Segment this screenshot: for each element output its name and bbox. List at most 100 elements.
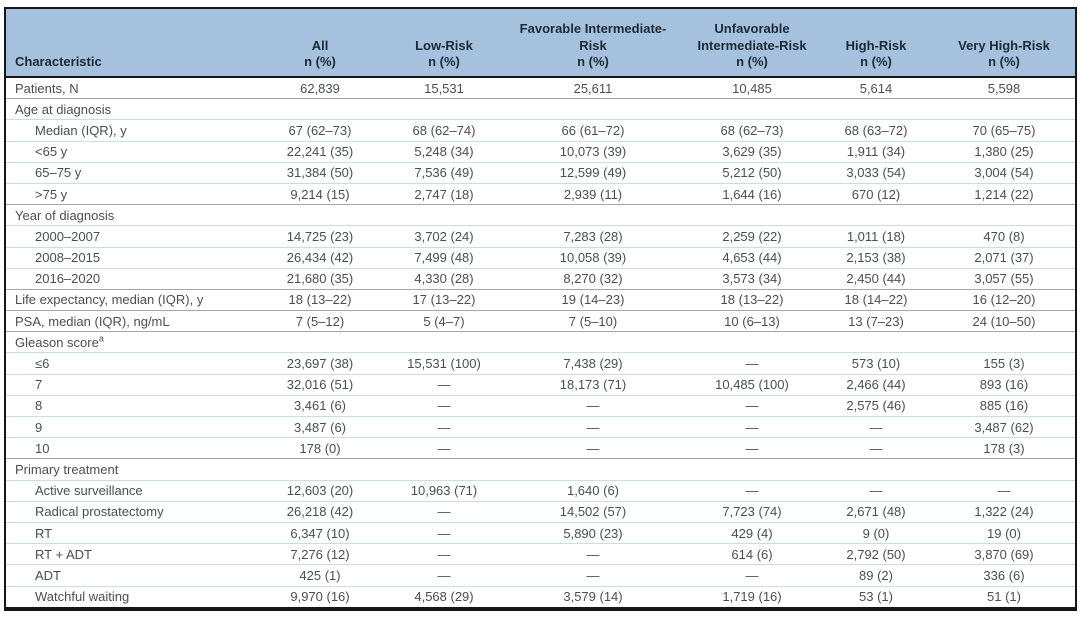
cell-value: 2,792 (50) bbox=[819, 543, 933, 565]
cell-value: 885 (16) bbox=[933, 394, 1076, 417]
cell-value: — bbox=[387, 543, 501, 565]
cell-value: — bbox=[501, 564, 685, 586]
cell-value: 2,259 (22) bbox=[685, 225, 819, 247]
cell-value: 7,283 (28) bbox=[501, 225, 685, 247]
cell-value: 1,719 (16) bbox=[685, 585, 819, 609]
column-label: All bbox=[311, 37, 329, 53]
column-header: Very High-Risk n (%) bbox=[933, 8, 1076, 78]
cell-value: 18 (13–22) bbox=[685, 288, 819, 311]
column-sublabel: n (%) bbox=[988, 53, 1020, 69]
table-row: Watchful waiting 9,970 (16) 4,568 (29) 3,57… bbox=[5, 585, 1076, 609]
column-label: Characteristic bbox=[15, 53, 102, 69]
cell-value: 23,697 (38) bbox=[253, 352, 387, 375]
column-sublabel: n (%) bbox=[428, 53, 460, 69]
cell-value: 8,270 (32) bbox=[501, 267, 685, 290]
cell-value: 1,380 (25) bbox=[933, 140, 1076, 163]
column-header: All n (%) bbox=[253, 8, 387, 78]
cell-value: 68 (62–73) bbox=[685, 119, 819, 142]
table-row: Active surveillance 12,603 (20) 10,963 (71… bbox=[5, 479, 1076, 502]
cell-value: 14,725 (23) bbox=[253, 225, 387, 247]
cell-value: 7 (5–10) bbox=[501, 310, 685, 332]
section-label: Age at diagnosis bbox=[15, 101, 112, 117]
section-row: Year of diagnosis bbox=[5, 204, 1076, 226]
row-label: >75 y bbox=[5, 182, 253, 205]
cell-value: 70 (65–75) bbox=[933, 119, 1076, 142]
cell-value: — bbox=[819, 415, 933, 438]
cell-value: 9,970 (16) bbox=[253, 585, 387, 609]
cell-value: 68 (62–74) bbox=[387, 119, 501, 142]
row-label: ADT bbox=[5, 564, 253, 586]
cell-value: 7,276 (12) bbox=[253, 543, 387, 565]
cell-value: 17 (13–22) bbox=[387, 288, 501, 311]
cell-value: 14,502 (57) bbox=[501, 500, 685, 523]
footnote-marker: a bbox=[98, 333, 104, 344]
cell-value: — bbox=[501, 543, 685, 565]
cell-value: — bbox=[685, 437, 819, 459]
cell-value: 1,214 (22) bbox=[933, 182, 1076, 205]
cell-value: — bbox=[387, 394, 501, 417]
cell-value: 12,599 (49) bbox=[501, 161, 685, 184]
cell-value: 24 (10–50) bbox=[933, 310, 1076, 332]
cell-value: 425 (1) bbox=[253, 564, 387, 586]
cell-value: 178 (0) bbox=[253, 437, 387, 459]
table-row: 65–75 y 31,384 (50) 7,536 (49) 12,599 (49) 5… bbox=[5, 161, 1076, 184]
section-label-cell: Primary treatment bbox=[5, 458, 1076, 481]
cell-value: 7,499 (48) bbox=[387, 246, 501, 269]
table-row: <65 y 22,241 (35) 5,248 (34) 10,073 (39) 3,6… bbox=[5, 140, 1076, 163]
column-header: High-Risk n (%) bbox=[819, 8, 933, 78]
cell-value: — bbox=[387, 564, 501, 586]
table-row: PSA, median (IQR), ng/mL 7 (5–12) 5 (4–7) 7… bbox=[5, 310, 1076, 332]
row-label: <65 y bbox=[5, 140, 253, 163]
section-label: Year of diagnosis bbox=[15, 207, 115, 223]
cell-value: 16 (12–20) bbox=[933, 288, 1076, 311]
cell-value: — bbox=[501, 415, 685, 438]
cell-value: 62,839 bbox=[300, 80, 340, 96]
table-row: ADT 425 (1) — — —89 (2) 336 (6) bbox=[5, 564, 1076, 586]
cell-value: 336 (6) bbox=[933, 564, 1076, 586]
column-label: High-Risk bbox=[845, 37, 907, 53]
table-row: Radical prostatectomy 26,218 (42) —14,502 … bbox=[5, 500, 1076, 523]
cell-value: 2,939 (11) bbox=[501, 182, 685, 205]
cell-value: 18,173 (71) bbox=[501, 373, 685, 396]
section-label-cell: Year of diagnosis bbox=[5, 204, 1076, 226]
cell-value: 10,963 (71) bbox=[387, 479, 501, 502]
cell-value: — bbox=[685, 352, 819, 375]
cell-value: 6,347 (10) bbox=[253, 521, 387, 544]
cell-value: 9 (0) bbox=[819, 521, 933, 544]
cell-value: 18 (14–22) bbox=[819, 288, 933, 311]
cell-value: 614 (6) bbox=[685, 543, 819, 565]
column-label: Favorable Intermediate-Risk bbox=[519, 21, 667, 53]
section-label: Primary treatment bbox=[15, 461, 119, 477]
cell-value: 3,702 (24) bbox=[387, 225, 501, 247]
table-row: ≤6 23,697 (38) 15,531 (100) 7,438 (29) —573 … bbox=[5, 352, 1076, 375]
baseline-characteristics-table: Characteristic All n (%) Low-Risk n (%) Favor… bbox=[4, 7, 1077, 611]
cell-value: 19 (14–23) bbox=[501, 288, 685, 311]
row-label: 8 bbox=[5, 394, 253, 417]
column-sublabel: n (%) bbox=[304, 53, 336, 69]
table-row: Patients, N 62,839 15,531 25,611 10,485 5,614… bbox=[5, 77, 1076, 99]
cell-value: 25,611 bbox=[573, 80, 613, 96]
cell-value: 51 (1) bbox=[933, 585, 1076, 609]
cell-value: 15,531 (100) bbox=[387, 352, 501, 375]
cell-value: 12,603 (20) bbox=[253, 479, 387, 502]
cell-value: 4,330 (28) bbox=[387, 267, 501, 290]
cell-value: 26,218 (42) bbox=[253, 500, 387, 523]
cell-value: 53 (1) bbox=[819, 585, 933, 609]
cell-value: 3,487 (6) bbox=[253, 415, 387, 438]
section-row: Gleason scorea bbox=[5, 331, 1076, 353]
cell-value: 5,614 bbox=[859, 80, 893, 96]
row-label: 2008–2015 bbox=[5, 246, 253, 269]
column-sublabel: n (%) bbox=[736, 53, 768, 69]
cell-value: 10 (6–13) bbox=[685, 310, 819, 332]
cell-value: 15,531 bbox=[424, 80, 464, 96]
cell-value: — bbox=[501, 394, 685, 417]
table-row: RT + ADT 7,276 (12) — —614 (6) 2,792 (50) 3,8… bbox=[5, 543, 1076, 565]
table-row: 2000–2007 14,725 (23) 3,702 (24) 7,283 (28)… bbox=[5, 225, 1076, 247]
row-label: 2000–2007 bbox=[5, 225, 253, 247]
cell-value: 22,241 (35) bbox=[253, 140, 387, 163]
row-label: Radical prostatectomy bbox=[5, 500, 253, 523]
cell-value: — bbox=[819, 479, 933, 502]
column-sublabel: n (%) bbox=[860, 53, 892, 69]
cell-value: 573 (10) bbox=[819, 352, 933, 375]
cell-value: 10,485 (100) bbox=[685, 373, 819, 396]
